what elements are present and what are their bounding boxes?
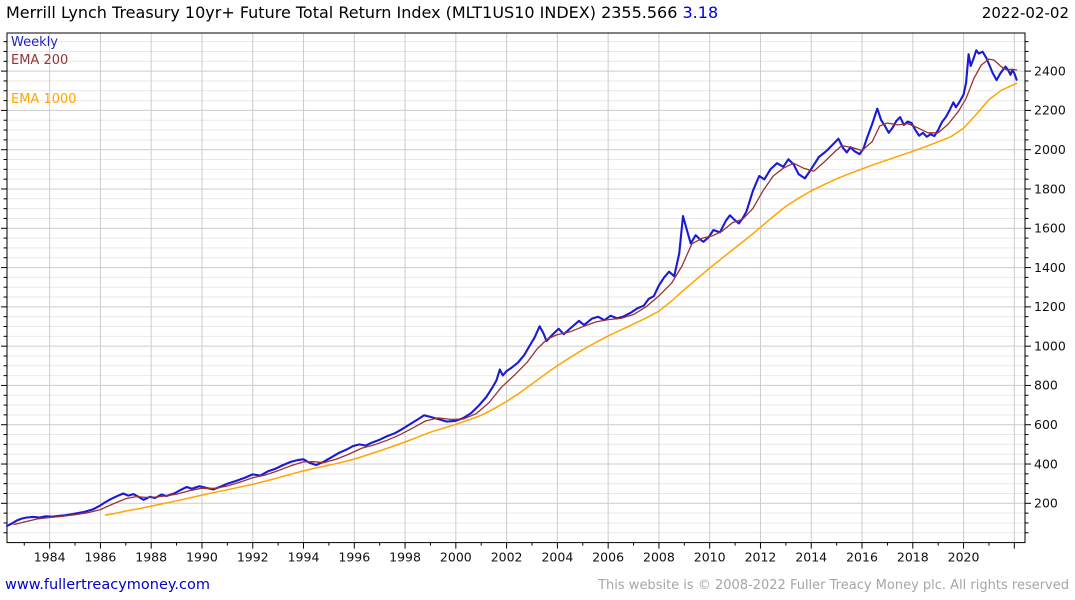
chart-title-text: Merrill Lynch Treasury 10yr+ Future Tota… (6, 3, 678, 22)
y-axis-label: 800 (1034, 378, 1058, 393)
x-axis-label: 2020 (948, 550, 980, 565)
price-line (5, 49, 1018, 527)
x-axis-label: 2014 (795, 550, 827, 565)
x-axis-label: 1988 (135, 550, 167, 565)
y-axis-label: 2000 (1034, 142, 1066, 157)
legend-weekly-label: Weekly (11, 35, 58, 50)
page-footer: www.fullertreacymoney.com This website i… (5, 577, 1069, 593)
y-axis-label: 2200 (1034, 103, 1066, 118)
x-axis-label: 2010 (694, 550, 726, 565)
y-axis-label: 200 (1034, 496, 1058, 511)
ema1000-line (104, 82, 1018, 516)
x-axis-label: 1998 (389, 550, 421, 565)
legend-ema200-label: EMA 200 (11, 53, 69, 68)
x-axis-label: 1996 (338, 550, 370, 565)
x-axis-label: 2006 (592, 550, 624, 565)
x-axis-label: 2018 (897, 550, 929, 565)
chart-legend: Weekly EMA 200 EMA 1000 (11, 34, 77, 109)
y-axis-label: 1600 (1034, 221, 1066, 236)
y-axis-label: 1400 (1034, 260, 1066, 275)
chart-date: 2022-02-02 (981, 4, 1069, 22)
y-axis-label: 1200 (1034, 299, 1066, 314)
x-axis-label: 2002 (491, 550, 523, 565)
y-axis-label: 2400 (1034, 63, 1066, 78)
y-axis-label: 600 (1034, 417, 1058, 432)
x-axis-label: 2004 (541, 550, 573, 565)
plot-frame (6, 32, 1026, 544)
x-axis-label: 1986 (85, 550, 117, 565)
x-axis-label: 2012 (745, 550, 777, 565)
y-axis-label: 1000 (1034, 338, 1066, 353)
x-axis-label: 1994 (288, 550, 320, 565)
x-axis-label: 2000 (440, 550, 472, 565)
y-axis-label: 400 (1034, 456, 1058, 471)
chart-title: Merrill Lynch Treasury 10yr+ Future Tota… (6, 3, 718, 22)
legend-ema1000-label: EMA 1000 (11, 92, 77, 107)
site-link[interactable]: www.fullertreacymoney.com (5, 577, 210, 593)
chart-change-value: 3.18 (682, 3, 719, 22)
ema200-line (13, 58, 1018, 526)
x-axis-label: 1984 (34, 550, 66, 565)
x-axis-label: 2016 (846, 550, 878, 565)
copyright-text: This website is © 2008-2022 Fuller Treac… (598, 578, 1069, 593)
x-axis-label: 1990 (186, 550, 218, 565)
x-axis-label: 1992 (237, 550, 269, 565)
x-axis-label: 2008 (643, 550, 675, 565)
y-axis-label: 1800 (1034, 181, 1066, 196)
chart-titlebar: Merrill Lynch Treasury 10yr+ Future Tota… (6, 3, 1069, 27)
